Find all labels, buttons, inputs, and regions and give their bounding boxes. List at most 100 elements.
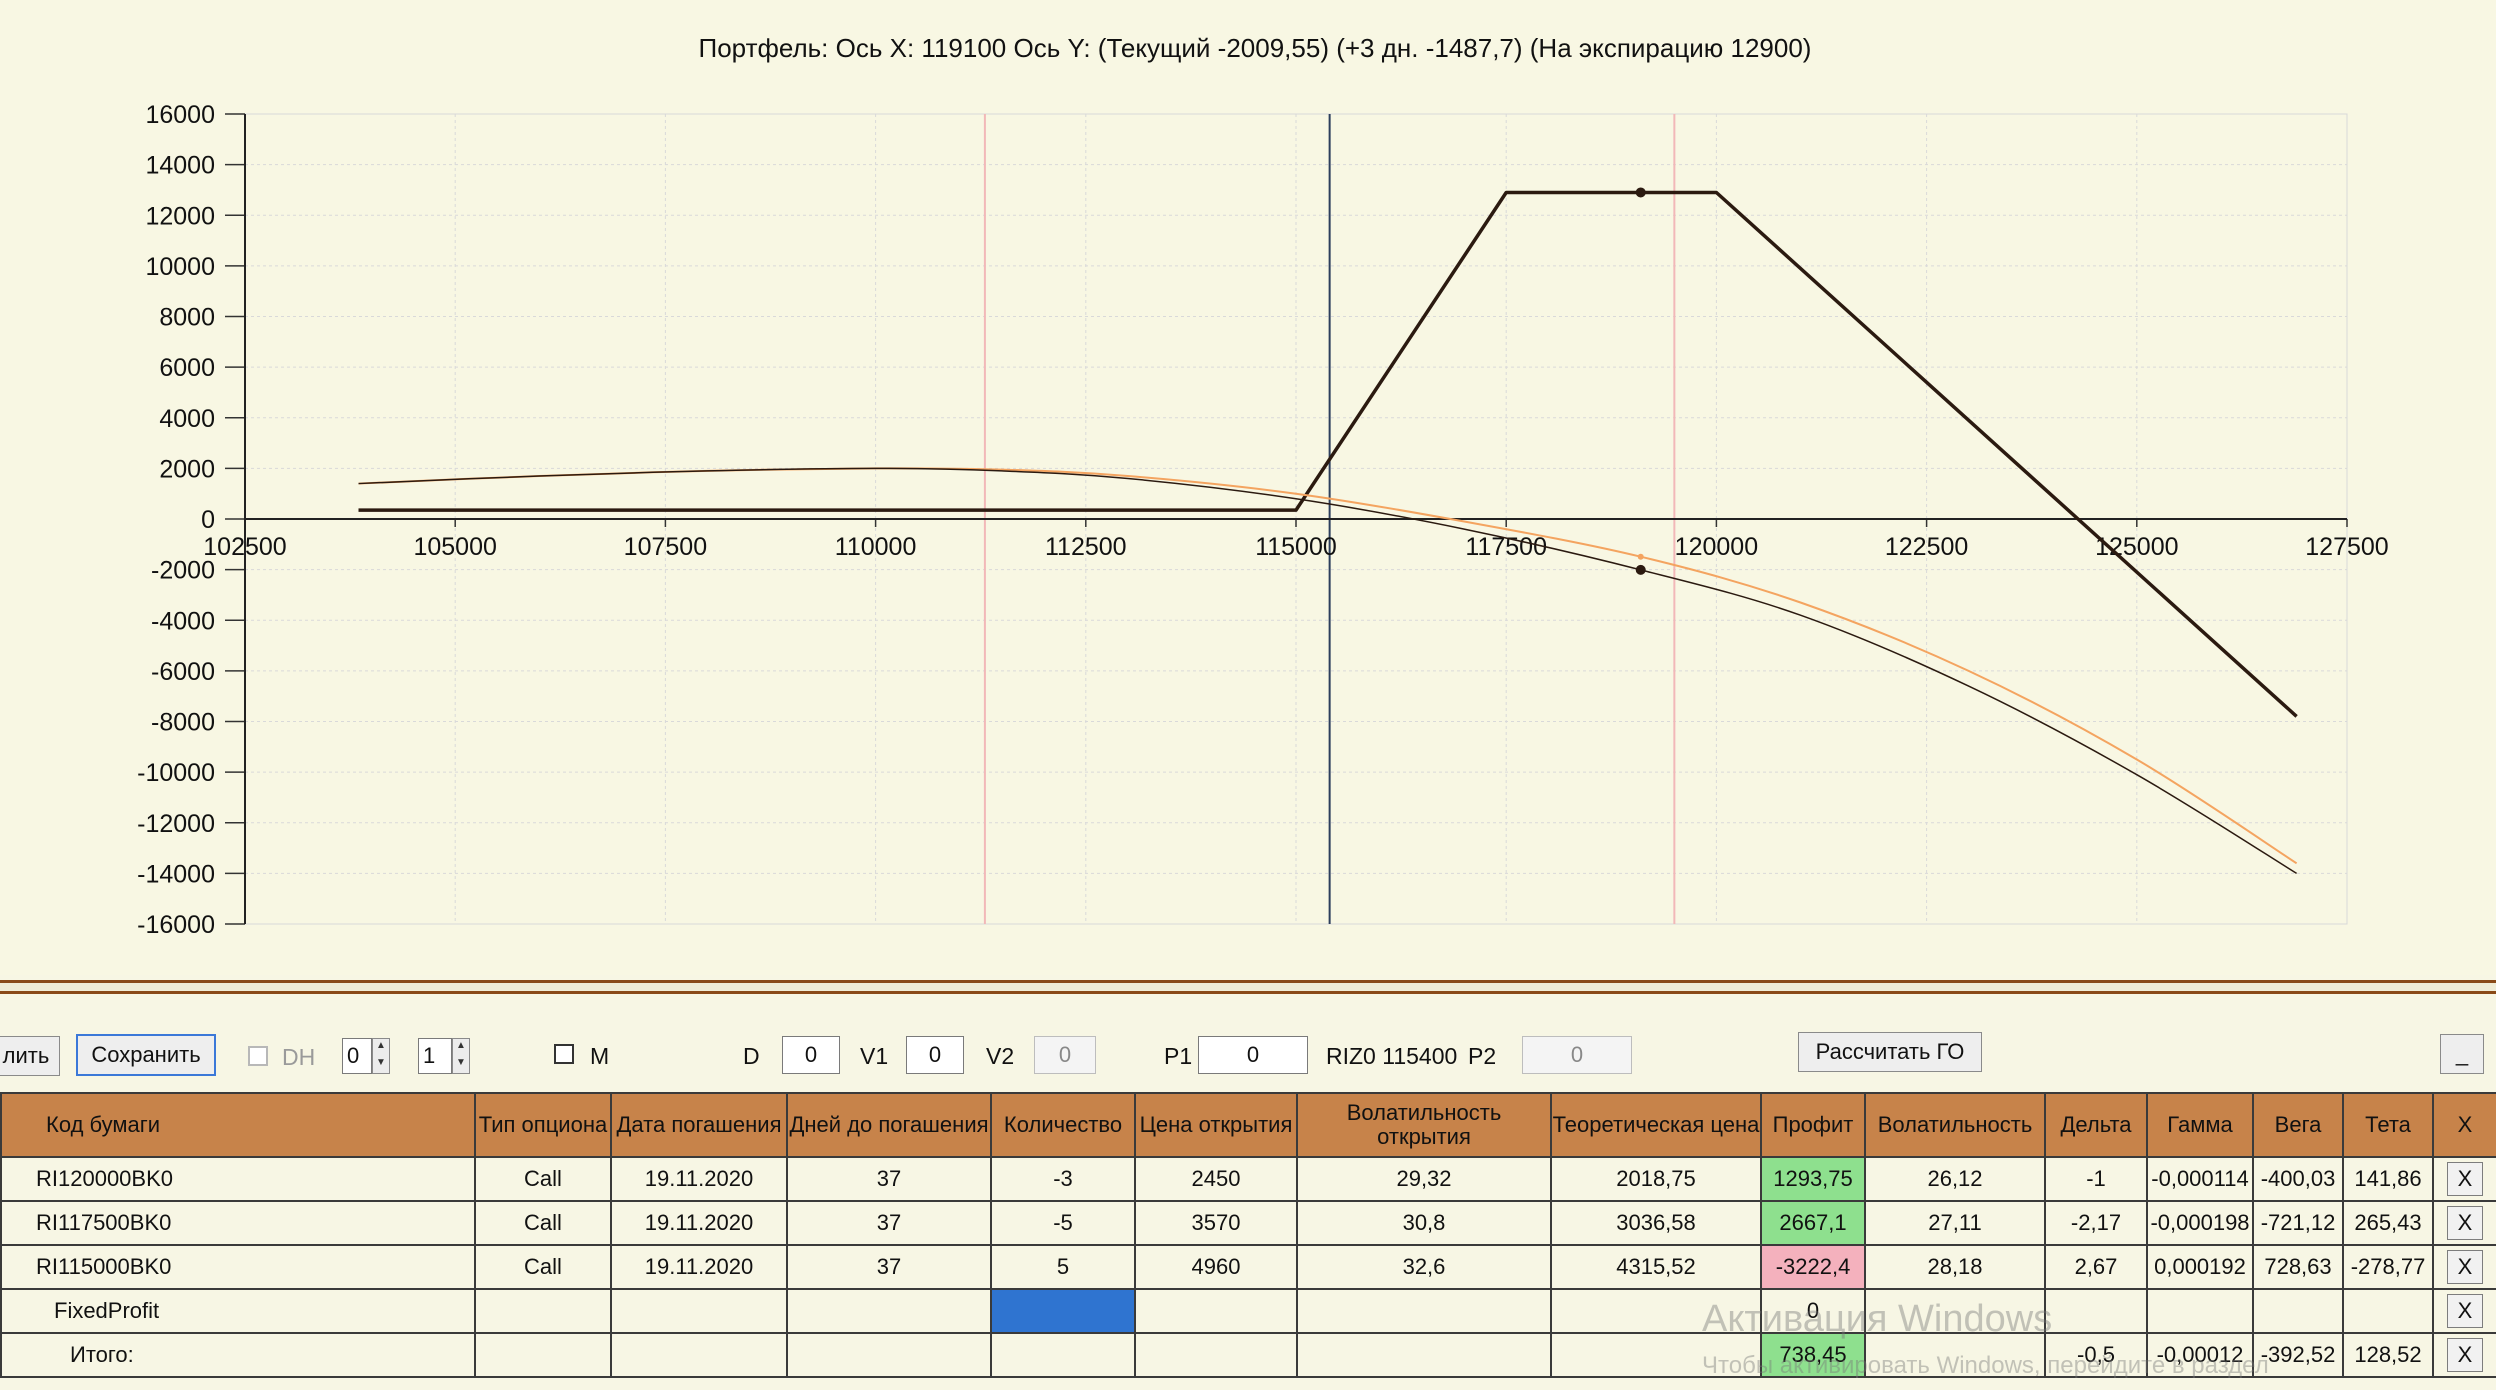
panel-splitter[interactable] bbox=[0, 980, 2496, 994]
cell-code[interactable]: RI117500BK0 bbox=[0, 1200, 476, 1246]
cell-open-vol[interactable]: 29,32 bbox=[1296, 1156, 1552, 1202]
col-header-x[interactable]: X bbox=[2432, 1092, 2496, 1158]
minimize-button[interactable]: _ bbox=[2440, 1034, 2484, 1074]
cell-date[interactable]: 19.11.2020 bbox=[610, 1244, 788, 1290]
cell-empty bbox=[1134, 1288, 1298, 1334]
cell-days[interactable]: 37 bbox=[786, 1200, 992, 1246]
cell-theo[interactable]: 4315,52 bbox=[1550, 1244, 1762, 1290]
cell-empty bbox=[610, 1332, 788, 1378]
cell-gamma[interactable]: -0,000114 bbox=[2146, 1156, 2254, 1202]
cell-type[interactable]: Call bbox=[474, 1200, 612, 1246]
cell-vega[interactable]: -721,12 bbox=[2252, 1200, 2344, 1246]
col-header-delta[interactable]: Дельта bbox=[2044, 1092, 2148, 1158]
col-header-vega[interactable]: Вега bbox=[2252, 1092, 2344, 1158]
fixed-profit-row[interactable]: FixedProfit 0 X bbox=[0, 1288, 2496, 1334]
cell-x: X bbox=[2432, 1288, 2496, 1334]
col-header-open-vol[interactable]: Волатильность открытия bbox=[1296, 1092, 1552, 1158]
cell-vega[interactable]: 728,63 bbox=[2252, 1244, 2344, 1290]
cell-theta[interactable]: 265,43 bbox=[2342, 1200, 2434, 1246]
v1-input[interactable] bbox=[906, 1036, 964, 1074]
cell-code[interactable]: RI120000BK0 bbox=[0, 1156, 476, 1202]
remove-row-button[interactable]: X bbox=[2447, 1162, 2483, 1196]
cell-x: X bbox=[2432, 1332, 2496, 1378]
y-tick-label: 0 bbox=[201, 506, 215, 534]
spin1-input[interactable] bbox=[342, 1038, 372, 1074]
cell-delta[interactable]: 2,67 bbox=[2044, 1244, 2148, 1290]
cell-qty[interactable]: 5 bbox=[990, 1244, 1136, 1290]
table-row[interactable]: RI117500BK0 Call 19.11.2020 37 -5 3570 3… bbox=[0, 1200, 2496, 1246]
v2-input[interactable] bbox=[1034, 1036, 1096, 1074]
p2-input[interactable] bbox=[1522, 1036, 1632, 1074]
cell-date[interactable]: 19.11.2020 bbox=[610, 1156, 788, 1202]
col-header-type[interactable]: Тип опциона bbox=[474, 1092, 612, 1158]
col-header-qty[interactable]: Количество bbox=[990, 1092, 1136, 1158]
m-checkbox[interactable] bbox=[554, 1044, 574, 1064]
calc-go-button[interactable]: Рассчитать ГО bbox=[1798, 1032, 1982, 1072]
cell-empty bbox=[2252, 1288, 2344, 1334]
remove-row-button[interactable]: X bbox=[2447, 1250, 2483, 1284]
col-header-code[interactable]: Код бумаги bbox=[0, 1092, 476, 1158]
y-tick-label: -14000 bbox=[137, 860, 215, 888]
cell-delta[interactable]: -1 bbox=[2044, 1156, 2148, 1202]
total-label: Итого: bbox=[0, 1332, 476, 1378]
chart-axes: 102500 105000 107500 110000 112500 115000 1175… bbox=[137, 101, 2389, 939]
cell-empty bbox=[2044, 1288, 2148, 1334]
cell-qty-selected[interactable] bbox=[990, 1288, 1136, 1334]
cell-vega[interactable]: -400,03 bbox=[2252, 1156, 2344, 1202]
cell-gamma[interactable]: -0,000198 bbox=[2146, 1200, 2254, 1246]
col-header-open-price[interactable]: Цена открытия bbox=[1134, 1092, 1298, 1158]
fixed-profit-value[interactable]: 0 bbox=[1760, 1288, 1866, 1334]
cell-open-price[interactable]: 4960 bbox=[1134, 1244, 1298, 1290]
cell-theo[interactable]: 3036,58 bbox=[1550, 1200, 1762, 1246]
remove-row-button[interactable]: X bbox=[2447, 1206, 2483, 1240]
cell-open-price[interactable]: 2450 bbox=[1134, 1156, 1298, 1202]
cell-qty[interactable]: -5 bbox=[990, 1200, 1136, 1246]
col-header-theo[interactable]: Теоретическая цена bbox=[1550, 1092, 1762, 1158]
cell-theta[interactable]: 141,86 bbox=[2342, 1156, 2434, 1202]
remove-row-button[interactable]: X bbox=[2447, 1338, 2483, 1372]
positions-table: Код бумаги Тип опциона Дата погашения Дн… bbox=[0, 1092, 2496, 1378]
cell-theta[interactable]: -278,77 bbox=[2342, 1244, 2434, 1290]
cell-date[interactable]: 19.11.2020 bbox=[610, 1200, 788, 1246]
chart-title: Портфель: Ось X: 119100 Ось Y: (Текущий … bbox=[699, 33, 1812, 63]
spin2-arrows[interactable]: ▲ ▼ bbox=[452, 1038, 470, 1074]
col-header-gamma[interactable]: Гамма bbox=[2146, 1092, 2254, 1158]
cell-profit[interactable]: -3222,4 bbox=[1760, 1244, 1866, 1290]
col-header-date[interactable]: Дата погашения bbox=[610, 1092, 788, 1158]
y-tick-label: 8000 bbox=[159, 304, 215, 332]
cell-delta[interactable]: -2,17 bbox=[2044, 1200, 2148, 1246]
cell-open-vol[interactable]: 30,8 bbox=[1296, 1200, 1552, 1246]
cell-gamma[interactable]: 0,000192 bbox=[2146, 1244, 2254, 1290]
cell-vol[interactable]: 28,18 bbox=[1864, 1244, 2046, 1290]
cell-theo[interactable]: 2018,75 bbox=[1550, 1156, 1762, 1202]
p1-input[interactable] bbox=[1198, 1036, 1308, 1074]
cell-vol[interactable]: 26,12 bbox=[1864, 1156, 2046, 1202]
col-header-theta[interactable]: Тета bbox=[2342, 1092, 2434, 1158]
delete-button[interactable]: лить bbox=[0, 1036, 60, 1076]
col-header-days[interactable]: Дней до погашения bbox=[786, 1092, 992, 1158]
table-row[interactable]: RI115000BK0 Call 19.11.2020 37 5 4960 32… bbox=[0, 1244, 2496, 1290]
cell-empty bbox=[474, 1288, 612, 1334]
remove-row-button[interactable]: X bbox=[2447, 1294, 2483, 1328]
col-header-vol[interactable]: Волатильность bbox=[1864, 1092, 2046, 1158]
spin1-arrows[interactable]: ▲ ▼ bbox=[372, 1038, 390, 1074]
d-input[interactable] bbox=[782, 1036, 840, 1074]
cell-type[interactable]: Call bbox=[474, 1156, 612, 1202]
cell-type[interactable]: Call bbox=[474, 1244, 612, 1290]
cell-profit[interactable]: 1293,75 bbox=[1760, 1156, 1866, 1202]
portfolio-chart: Портфель: Ось X: 119100 Ось Y: (Текущий … bbox=[137, 33, 2389, 939]
cell-days[interactable]: 37 bbox=[786, 1156, 992, 1202]
dh-checkbox[interactable] bbox=[248, 1046, 268, 1066]
col-header-profit[interactable]: Профит bbox=[1760, 1092, 1866, 1158]
cell-profit[interactable]: 2667,1 bbox=[1760, 1200, 1866, 1246]
y-tick-label: -12000 bbox=[137, 810, 215, 838]
cell-days[interactable]: 37 bbox=[786, 1244, 992, 1290]
cell-qty[interactable]: -3 bbox=[990, 1156, 1136, 1202]
cell-code[interactable]: RI115000BK0 bbox=[0, 1244, 476, 1290]
cell-open-price[interactable]: 3570 bbox=[1134, 1200, 1298, 1246]
cell-open-vol[interactable]: 32,6 bbox=[1296, 1244, 1552, 1290]
spin2-input[interactable] bbox=[418, 1038, 452, 1074]
table-row[interactable]: RI120000BK0 Call 19.11.2020 37 -3 2450 2… bbox=[0, 1156, 2496, 1202]
cell-vol[interactable]: 27,11 bbox=[1864, 1200, 2046, 1246]
save-button[interactable]: Сохранить bbox=[76, 1034, 216, 1076]
